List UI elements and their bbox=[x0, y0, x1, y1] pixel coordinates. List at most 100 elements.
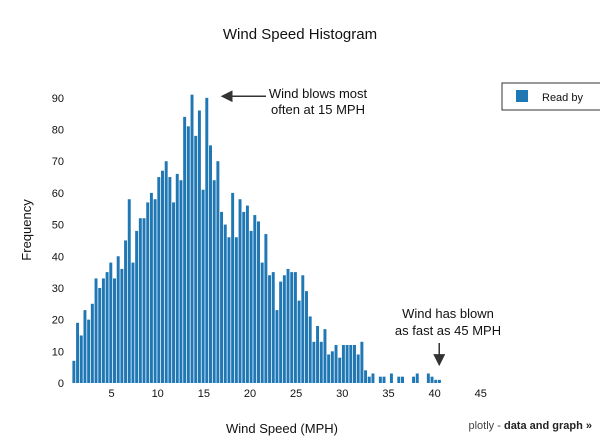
x-tick-label: 35 bbox=[382, 388, 394, 400]
histogram-bar bbox=[227, 237, 231, 383]
histogram-bar bbox=[426, 373, 430, 383]
annotation-max-speed: Wind has blown as fast as 45 MPH bbox=[395, 306, 501, 367]
histogram-bar bbox=[223, 224, 227, 383]
annotation-most-often: Wind blows most often at 15 MPH bbox=[220, 86, 368, 117]
y-tick-label: 90 bbox=[52, 93, 64, 105]
chart-title: Wind Speed Histogram bbox=[223, 26, 377, 43]
histogram-bar bbox=[282, 275, 286, 383]
histogram-bar bbox=[316, 325, 320, 383]
histogram-bar bbox=[131, 262, 135, 383]
histogram-bar bbox=[434, 379, 438, 383]
x-tick-label: 15 bbox=[198, 388, 210, 400]
histogram-bar bbox=[83, 310, 87, 383]
histogram-bar bbox=[249, 230, 253, 383]
histogram-bar bbox=[234, 237, 238, 383]
histogram-bar bbox=[90, 303, 94, 383]
histogram-bar bbox=[305, 291, 308, 383]
histogram-bar bbox=[201, 189, 205, 383]
histogram-bar bbox=[157, 177, 161, 383]
histogram-bar bbox=[194, 135, 198, 383]
histogram-bar bbox=[172, 202, 176, 383]
histogram-bar bbox=[271, 272, 275, 383]
histogram-bar bbox=[437, 379, 441, 383]
histogram-bar bbox=[275, 310, 279, 383]
histogram-bar bbox=[186, 126, 190, 384]
histogram-bar bbox=[268, 275, 272, 383]
histogram-bar bbox=[216, 161, 220, 383]
histogram-bar bbox=[397, 376, 401, 383]
histogram-bar bbox=[205, 97, 209, 383]
histogram-bar bbox=[286, 268, 290, 383]
histogram-bar bbox=[109, 262, 113, 383]
histogram-bar bbox=[378, 376, 382, 383]
histogram-bar bbox=[179, 180, 183, 383]
y-tick-label: 10 bbox=[52, 346, 64, 358]
bars bbox=[72, 94, 441, 384]
histogram-bar bbox=[245, 205, 249, 383]
histogram-bar bbox=[360, 341, 364, 383]
annotation-1-line-1: Wind blows most bbox=[269, 86, 368, 101]
histogram-bar bbox=[334, 344, 338, 383]
histogram-bar bbox=[168, 177, 172, 383]
histogram-bar bbox=[308, 316, 312, 383]
histogram-bar bbox=[101, 278, 105, 383]
histogram-bar bbox=[79, 335, 83, 383]
histogram-bar bbox=[238, 199, 242, 383]
x-axis-label: Wind Speed (MPH) bbox=[226, 421, 338, 436]
histogram-bar bbox=[197, 110, 201, 384]
histogram-bar bbox=[338, 357, 342, 383]
histogram-bar bbox=[257, 221, 260, 383]
y-tick-label: 80 bbox=[52, 125, 64, 137]
histogram-bar bbox=[76, 322, 80, 383]
y-tick-label: 20 bbox=[52, 315, 64, 327]
footer-prefix: plotly - bbox=[468, 420, 504, 432]
histogram-bar bbox=[330, 351, 334, 383]
x-tick-label: 20 bbox=[244, 388, 256, 400]
plotly-footer[interactable]: plotly - data and graph » bbox=[469, 420, 593, 432]
histogram-bar bbox=[356, 354, 360, 383]
y-axis-label: Frequency bbox=[19, 199, 34, 261]
histogram-bar bbox=[153, 199, 157, 383]
y-tick-label: 30 bbox=[52, 283, 64, 295]
histogram-bar bbox=[127, 199, 131, 383]
histogram-bar bbox=[138, 218, 142, 383]
footer-link[interactable]: data and graph » bbox=[503, 420, 592, 432]
histogram-bar bbox=[120, 268, 124, 383]
histogram-bar bbox=[220, 211, 224, 383]
histogram-bar bbox=[72, 360, 76, 383]
y-tick-label: 60 bbox=[52, 188, 64, 200]
annotation-1-line-2: often at 15 MPH bbox=[271, 102, 365, 117]
legend-label: Read by bbox=[542, 92, 583, 104]
histogram-bar bbox=[327, 354, 331, 383]
histogram-bar bbox=[430, 376, 434, 383]
x-tick-label: 5 bbox=[108, 388, 114, 400]
histogram-bar bbox=[161, 170, 164, 383]
histogram-bar bbox=[253, 215, 257, 383]
histogram-bar bbox=[364, 370, 368, 383]
x-tick-label: 40 bbox=[428, 388, 440, 400]
histogram-bar bbox=[312, 341, 316, 383]
histogram-bar bbox=[146, 202, 150, 383]
histogram-bar bbox=[349, 344, 353, 383]
histogram-bar bbox=[279, 281, 283, 383]
histogram-bar bbox=[149, 192, 153, 383]
histogram-bar bbox=[135, 230, 139, 383]
x-tick-label: 45 bbox=[475, 388, 487, 400]
histogram-bar bbox=[183, 116, 187, 383]
histogram-bar bbox=[371, 373, 375, 383]
histogram-bar bbox=[124, 240, 128, 383]
histogram-bar bbox=[412, 376, 416, 383]
histogram-bar bbox=[415, 373, 419, 383]
x-tick-label: 10 bbox=[152, 388, 164, 400]
x-tick-label: 25 bbox=[290, 388, 302, 400]
histogram-bar bbox=[175, 173, 179, 383]
y-tick-label: 0 bbox=[58, 378, 64, 390]
x-tick-label: 30 bbox=[336, 388, 348, 400]
histogram-bar bbox=[389, 373, 393, 383]
x-axis: 5 10 15 20 25 30 35 40 45 bbox=[108, 388, 486, 400]
annotation-2-line-2: as fast as 45 MPH bbox=[395, 323, 501, 338]
annotation-2-line-1: Wind has blown bbox=[402, 306, 494, 321]
histogram-bar bbox=[401, 376, 404, 383]
histogram-bar bbox=[94, 278, 98, 383]
